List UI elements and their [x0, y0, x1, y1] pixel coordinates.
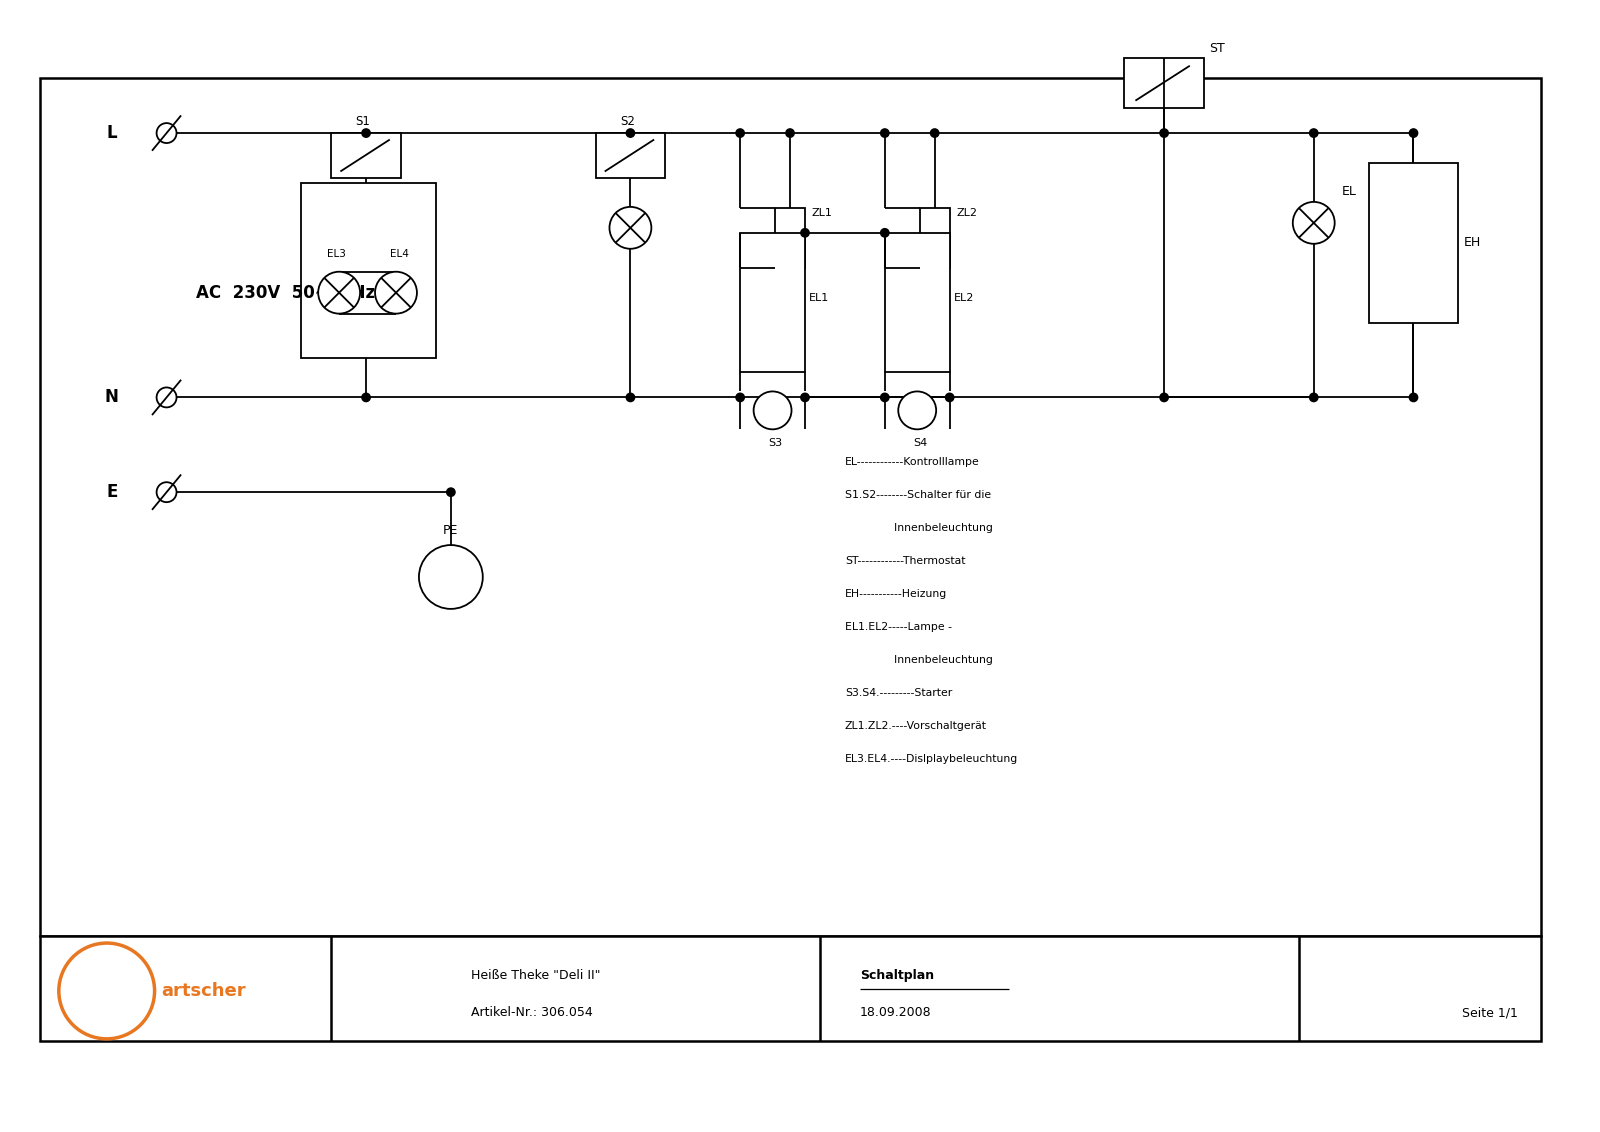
- Text: Seite 1/1: Seite 1/1: [1462, 1006, 1518, 1020]
- Text: 18.09.2008: 18.09.2008: [859, 1006, 931, 1020]
- Text: EH: EH: [1464, 237, 1480, 249]
- Bar: [920, 208, 950, 238]
- Bar: [301, 183, 435, 358]
- Text: Schaltplan: Schaltplan: [859, 969, 934, 983]
- Text: ZL1: ZL1: [811, 208, 834, 217]
- Circle shape: [157, 387, 176, 408]
- Circle shape: [59, 943, 155, 1039]
- Text: EL1: EL1: [810, 293, 829, 302]
- Circle shape: [898, 392, 936, 429]
- Circle shape: [754, 392, 792, 429]
- Circle shape: [419, 544, 483, 609]
- Circle shape: [786, 129, 794, 137]
- Text: S1.S2--------Schalter für die: S1.S2--------Schalter für die: [845, 490, 990, 500]
- Text: N: N: [104, 388, 118, 406]
- Text: AC  230V  50~60Hz: AC 230V 50~60Hz: [197, 284, 376, 301]
- Circle shape: [1410, 393, 1418, 402]
- Text: EL4: EL4: [389, 249, 408, 259]
- Circle shape: [931, 129, 939, 137]
- Text: Innenbeleuchtung: Innenbeleuchtung: [845, 523, 992, 533]
- Circle shape: [880, 393, 890, 402]
- Circle shape: [800, 393, 810, 402]
- Circle shape: [736, 129, 744, 137]
- Bar: [1368, 163, 1458, 323]
- Circle shape: [362, 129, 370, 137]
- Text: B: B: [98, 979, 117, 1003]
- Text: EL3: EL3: [326, 249, 346, 259]
- Text: Artikel-Nr.: 306.054: Artikel-Nr.: 306.054: [470, 1006, 592, 1020]
- Text: artscher: artscher: [162, 981, 246, 1000]
- Bar: [774, 208, 805, 238]
- Circle shape: [1160, 129, 1168, 137]
- Circle shape: [626, 129, 635, 137]
- Text: ST------------Thermostat: ST------------Thermostat: [845, 556, 965, 566]
- Bar: [920, 238, 950, 268]
- Text: ZL1.ZL2.----Vorschaltgerät: ZL1.ZL2.----Vorschaltgerät: [845, 721, 987, 730]
- Text: L: L: [106, 125, 117, 142]
- Text: EL3.EL4.----Dislplaybeleuchtung: EL3.EL4.----Dislplaybeleuchtung: [845, 754, 1018, 763]
- Circle shape: [1410, 129, 1418, 137]
- Text: S4: S4: [914, 438, 928, 448]
- Circle shape: [1309, 129, 1318, 137]
- Circle shape: [880, 129, 890, 137]
- Circle shape: [946, 393, 954, 402]
- Text: ZL2: ZL2: [957, 208, 978, 217]
- Bar: [331, 134, 402, 178]
- Text: Innenbeleuchtung: Innenbeleuchtung: [845, 654, 992, 664]
- Circle shape: [1160, 393, 1168, 402]
- Text: EH-----------Heizung: EH-----------Heizung: [845, 589, 947, 599]
- Bar: [1125, 58, 1205, 109]
- Bar: [40, 936, 1541, 1040]
- Bar: [774, 238, 805, 268]
- Circle shape: [736, 393, 744, 402]
- Text: S1: S1: [355, 115, 371, 128]
- Text: EL2: EL2: [954, 293, 974, 302]
- Bar: [741, 233, 805, 372]
- Circle shape: [1309, 393, 1318, 402]
- Circle shape: [1293, 201, 1334, 243]
- Text: Heiße Theke "Deli II": Heiße Theke "Deli II": [470, 969, 600, 983]
- Text: EL1.EL2-----Lampe -: EL1.EL2-----Lampe -: [845, 621, 952, 632]
- Text: S3.S4.---------Starter: S3.S4.---------Starter: [845, 687, 952, 697]
- Circle shape: [880, 229, 890, 237]
- Circle shape: [362, 393, 370, 402]
- Bar: [40, 78, 1541, 936]
- Text: S2: S2: [619, 115, 635, 128]
- Text: E: E: [106, 483, 117, 501]
- Text: S3: S3: [768, 438, 782, 448]
- Circle shape: [610, 207, 651, 249]
- Circle shape: [157, 482, 176, 503]
- Circle shape: [318, 272, 360, 314]
- Circle shape: [374, 272, 418, 314]
- Bar: [885, 233, 950, 372]
- Circle shape: [446, 488, 454, 496]
- Bar: [595, 134, 666, 178]
- Text: EL------------Kontrolllampe: EL------------Kontrolllampe: [845, 457, 979, 468]
- Circle shape: [626, 393, 635, 402]
- Text: PE: PE: [443, 524, 459, 537]
- Circle shape: [157, 123, 176, 143]
- Text: ST: ST: [1210, 42, 1224, 55]
- Circle shape: [800, 229, 810, 237]
- Text: EL: EL: [1342, 185, 1357, 198]
